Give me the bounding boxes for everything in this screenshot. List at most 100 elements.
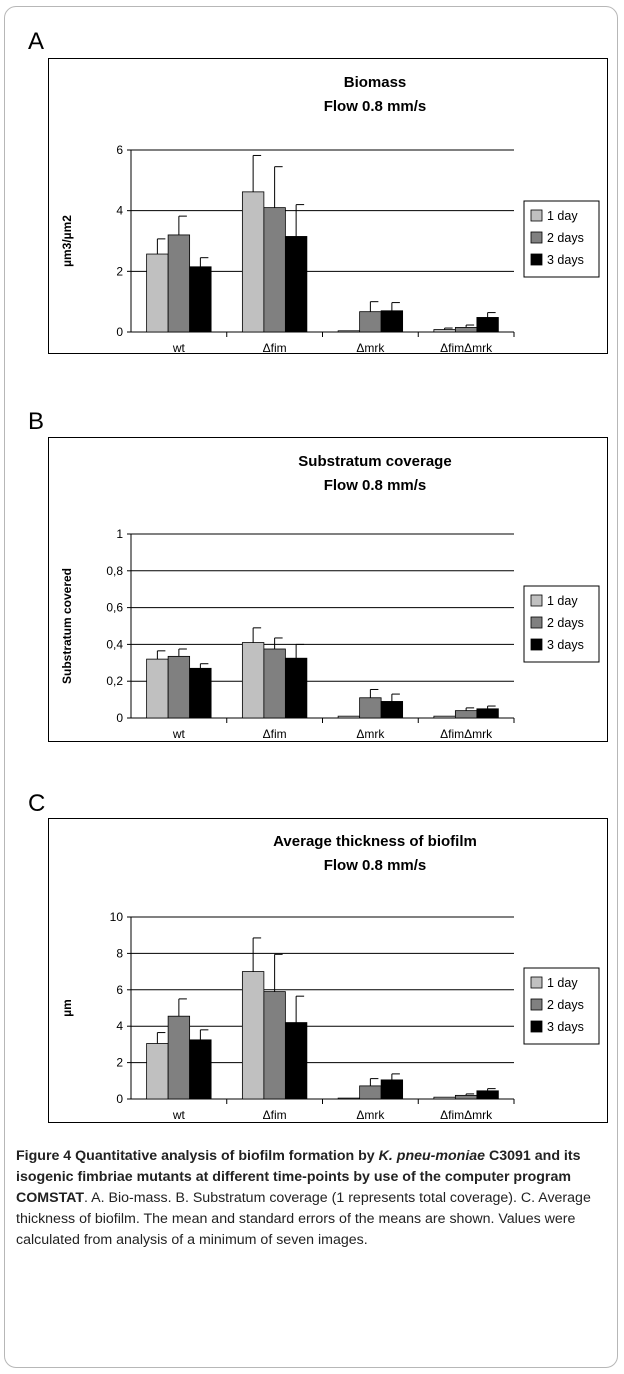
- bar: [454, 1094, 478, 1100]
- biomass-chart: Biomass Flow 0.8 mm/s 0 2 4 6 µm3/µm2 wt Δfim Δmr…: [48, 58, 608, 355]
- y-tick-label: 0: [116, 1092, 123, 1106]
- x-tick-label: Δmrk: [356, 727, 385, 741]
- legend-swatch: [530, 638, 543, 651]
- bar: [476, 708, 499, 719]
- chart-title: Average thickness of biofilm: [273, 833, 477, 850]
- bar: [380, 310, 404, 333]
- legend-swatch: [530, 1020, 543, 1033]
- bar: [189, 667, 212, 719]
- x-tick-label: Δmrk: [356, 1108, 385, 1122]
- bar: [263, 991, 286, 1100]
- x-tick-label: wt: [172, 727, 186, 741]
- bar: [433, 329, 456, 333]
- caption-title-part2: C3091 and its isogenic fimbriae mutants …: [16, 1148, 581, 1206]
- chart-title: Substratum coverage: [298, 453, 451, 470]
- y-tick-label: 8: [116, 946, 123, 960]
- bar: [167, 1015, 191, 1100]
- bar: [359, 311, 382, 333]
- legend-label: 3 days: [547, 1020, 584, 1034]
- legend-label: 2 days: [547, 231, 584, 245]
- legend-label: 2 days: [547, 998, 584, 1012]
- x-tick-label: Δfim: [263, 341, 287, 355]
- y-tick-label: 4: [116, 1019, 123, 1033]
- caption-title: Quantitative analysis of biofilm formati…: [16, 1148, 581, 1206]
- x-tick-label: ΔfimΔmrk: [440, 341, 493, 355]
- bar: [359, 1085, 382, 1100]
- chart-svg: Average thickness of biofilm Flow 0.8 mm/…: [60, 833, 600, 1122]
- legend-swatch: [530, 998, 543, 1011]
- x-tick-label: Δmrk: [356, 341, 385, 355]
- caption-title-part1: Quantitative analysis of biofilm formati…: [75, 1148, 379, 1164]
- bar: [284, 1022, 308, 1100]
- y-tick-label: 10: [110, 910, 124, 924]
- bar: [433, 1096, 456, 1100]
- bar: [476, 1090, 499, 1100]
- bar: [146, 253, 169, 333]
- bar: [380, 1079, 404, 1100]
- x-tick-label: wt: [172, 341, 186, 355]
- x-tick-label: Δfim: [263, 1108, 287, 1122]
- bar: [337, 715, 361, 719]
- chart-svg: Substratum coverage Flow 0.8 mm/s 0 0,2 0,4 0…: [60, 453, 600, 741]
- bar: [241, 971, 265, 1100]
- y-tick-label: 0,6: [106, 601, 123, 615]
- chart-title: Biomass: [344, 74, 407, 91]
- figure-frame: [4, 6, 618, 1368]
- caption-label: Figure 4: [16, 1148, 72, 1164]
- substratum-coverage-chart: Substratum coverage Flow 0.8 mm/s 0 0,2 0,4 0…: [48, 437, 608, 742]
- y-axis-label: µm3/µm2: [60, 215, 74, 267]
- legend-swatch: [530, 253, 543, 266]
- bar: [146, 658, 169, 719]
- bar: [263, 207, 286, 333]
- legend-swatch: [530, 209, 543, 222]
- x-tick-label: wt: [172, 1108, 186, 1122]
- bar: [167, 655, 191, 719]
- legend-swatch: [530, 976, 543, 989]
- legend-swatch: [530, 231, 543, 244]
- legend-label: 1 day: [547, 594, 578, 608]
- figure-caption: Figure 4 Quantitative analysis of biofil…: [16, 1146, 612, 1251]
- bar: [359, 697, 382, 719]
- bar: [284, 657, 308, 719]
- bar: [337, 330, 361, 333]
- bar: [284, 236, 308, 333]
- x-tick-label: Δfim: [263, 727, 287, 741]
- bar: [263, 648, 286, 719]
- bar: [167, 234, 191, 333]
- legend-label: 1 day: [547, 976, 578, 990]
- bar: [476, 317, 499, 333]
- legend-label: 3 days: [547, 253, 584, 267]
- bar: [454, 327, 478, 333]
- bar: [241, 191, 265, 333]
- y-tick-label: 2: [116, 1056, 123, 1070]
- chart-subtitle: Flow 0.8 mm/s: [324, 857, 427, 874]
- panel-label-c: C: [28, 790, 46, 817]
- bar: [433, 715, 456, 719]
- y-tick-label: 6: [116, 143, 123, 157]
- bar: [241, 642, 265, 719]
- average-thickness-chart: Average thickness of biofilm Flow 0.8 mm/…: [48, 818, 608, 1123]
- bar: [146, 1043, 169, 1100]
- legend-label: 2 days: [547, 616, 584, 630]
- bar: [454, 710, 478, 719]
- caption-title-species: K. pneu-moniae: [378, 1148, 486, 1164]
- bar: [337, 1097, 361, 1100]
- y-tick-label: 0,8: [106, 564, 123, 578]
- legend-label: 3 days: [547, 638, 584, 652]
- bar: [189, 1039, 212, 1100]
- legend-swatch: [530, 616, 543, 629]
- bar: [189, 266, 212, 333]
- y-axis-label: µm: [60, 999, 74, 1017]
- bar: [380, 701, 404, 719]
- y-tick-label: 2: [116, 264, 123, 278]
- y-axis-label: Substratum covered: [60, 568, 74, 684]
- x-tick-label: ΔfimΔmrk: [440, 727, 493, 741]
- panel-label-b: B: [28, 408, 45, 435]
- y-tick-label: 4: [116, 204, 123, 218]
- y-tick-label: 1: [116, 527, 123, 541]
- legend-label: 1 day: [547, 209, 578, 223]
- legend-swatch: [530, 594, 543, 607]
- y-tick-label: 0: [116, 325, 123, 339]
- y-tick-label: 0,2: [106, 674, 123, 688]
- y-tick-label: 0: [116, 711, 123, 725]
